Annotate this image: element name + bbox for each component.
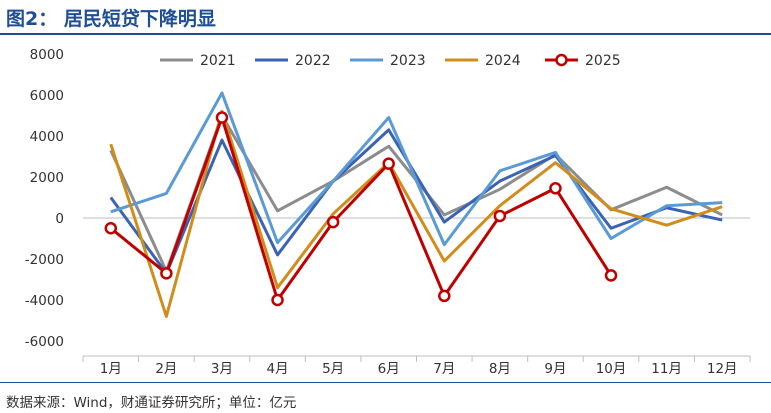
series-line-2022 xyxy=(109,128,723,275)
data-point-2025 xyxy=(549,182,562,195)
legend-marker-2025 xyxy=(555,53,568,67)
legend-label-2021: 2021 xyxy=(200,53,236,69)
x-tick-label: 12月 xyxy=(707,361,738,377)
y-tick-label: 2000 xyxy=(30,170,64,186)
data-point-2025 xyxy=(326,215,340,229)
source-divider xyxy=(0,382,771,383)
y-tick-label: -4000 xyxy=(25,293,64,309)
x-tick-label: 7月 xyxy=(433,361,455,377)
data-point-2025 xyxy=(104,222,118,235)
x-tick-label: 2月 xyxy=(155,361,177,377)
x-tick-label: 8月 xyxy=(489,361,511,377)
x-tick-label: 6月 xyxy=(378,361,400,377)
x-tick-label: 3月 xyxy=(211,361,233,377)
line-chart: -6000 -4000 -2000 0 2000 4000 6000 8000 1月 2月 3月 4月… xyxy=(25,47,751,377)
data-point-2025 xyxy=(271,293,284,307)
x-tick-label: 10月 xyxy=(596,361,627,377)
data-point-2025 xyxy=(382,157,395,170)
x-tick-label: 11月 xyxy=(651,361,682,377)
legend: 2021 2022 2023 2024 2025 xyxy=(160,53,621,69)
source-note: 数据来源：Wind，财通证券研究所；单位：亿元 xyxy=(6,395,297,411)
legend-label-2022: 2022 xyxy=(295,53,331,69)
y-tick-label: -2000 xyxy=(25,252,64,268)
data-point-2025 xyxy=(604,269,618,282)
chart-title: 图2： 居民短贷下降明显 xyxy=(6,8,216,30)
y-tick-label: 6000 xyxy=(30,88,64,104)
series-layer xyxy=(104,91,723,318)
y-tick-label: -6000 xyxy=(25,334,64,350)
series-line-2024 xyxy=(109,109,723,318)
title-divider xyxy=(0,33,771,35)
data-point-2025 xyxy=(438,289,451,303)
legend-label-2023: 2023 xyxy=(390,53,426,69)
series-line-2021 xyxy=(109,114,723,273)
y-tick-label: 4000 xyxy=(30,129,64,145)
x-tick-label: 9月 xyxy=(544,361,566,377)
data-point-2025 xyxy=(493,209,507,223)
legend-label-2024: 2024 xyxy=(485,53,521,69)
legend-label-2025: 2025 xyxy=(585,53,621,69)
data-point-2025 xyxy=(215,111,229,124)
y-tick-label: 8000 xyxy=(30,47,64,63)
data-point-2025 xyxy=(160,267,173,280)
x-tick-label: 5月 xyxy=(322,361,344,377)
series-line-2023 xyxy=(110,91,723,247)
series-line-2025 xyxy=(109,116,613,302)
x-tick-label: 4月 xyxy=(266,361,288,377)
axes: -6000 -4000 -2000 0 2000 4000 6000 8000 1月 2月 3月 4月… xyxy=(25,47,751,377)
x-tick-label: 1月 xyxy=(100,361,122,377)
title-bar: 图2： 居民短贷下降明显 xyxy=(0,0,771,33)
y-tick-label: 0 xyxy=(55,211,64,227)
